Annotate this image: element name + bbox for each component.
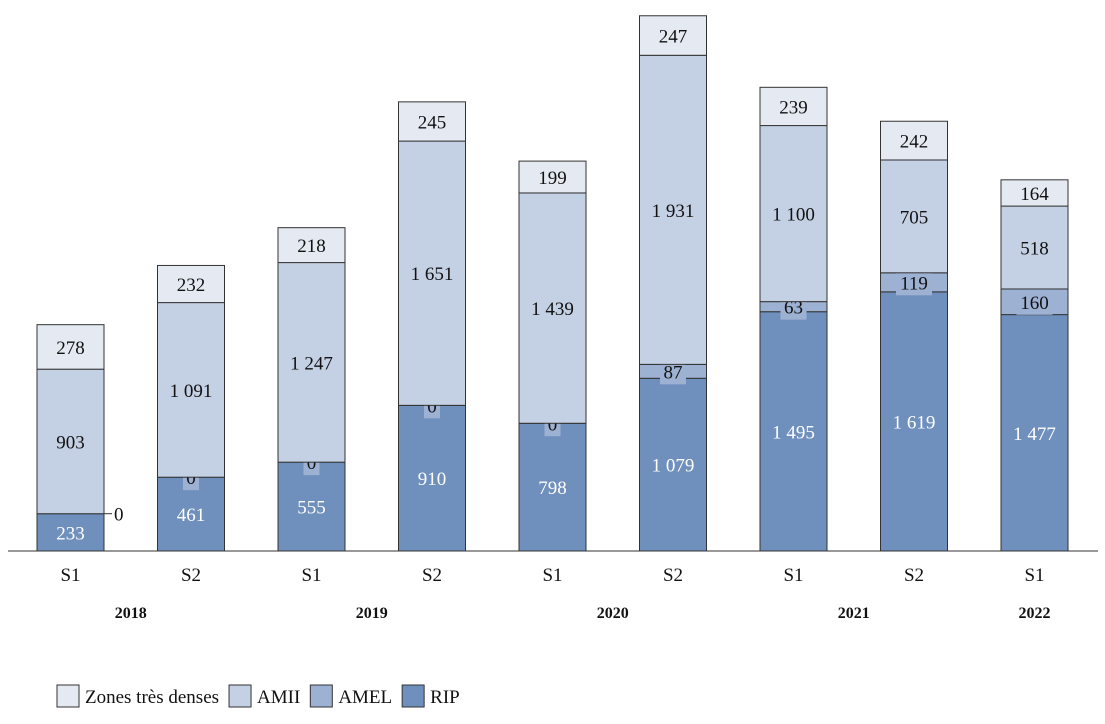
data-label-amel: 0: [548, 414, 558, 435]
data-label-rip: 233: [56, 523, 85, 544]
data-label-zones-tr-s-denses: 199: [538, 168, 567, 189]
data-label-amel: 0: [307, 453, 317, 474]
x-tick-label: S1: [542, 565, 562, 586]
legend-label-zones-tr-s-denses: Zones très denses: [85, 687, 219, 708]
bar-segment-zones-tr-s-denses: [518, 160, 587, 194]
legend-label-rip: RIP: [430, 687, 460, 708]
data-label-amii: 1 091: [170, 381, 213, 402]
data-label-amii: 1 439: [531, 299, 574, 320]
bar-segment-amii: [398, 140, 466, 406]
data-label-rip: 910: [418, 469, 447, 490]
data-label-zones-tr-s-denses: 239: [779, 97, 808, 118]
x-tick-label: S1: [783, 565, 803, 586]
legend-swatch-zones-tr-s-denses: [56, 684, 80, 708]
x-tick-label: S1: [60, 565, 80, 586]
data-label-amii: 705: [900, 207, 929, 228]
bar-segment-amii: [277, 262, 346, 463]
bar-segment-rip: [880, 291, 948, 552]
bar-segment-zones-tr-s-denses: [759, 86, 828, 127]
bar-segment-rip: [277, 461, 346, 552]
year-label: 2020: [597, 605, 629, 622]
bar-segment-zones-tr-s-denses: [1000, 179, 1069, 207]
x-tick-label: S2: [663, 565, 683, 586]
bar-segment-amii: [880, 159, 948, 274]
data-label-rip: 1 619: [893, 412, 936, 433]
data-label-zones-tr-s-denses: 218: [297, 236, 326, 257]
data-label-amel: 0: [427, 396, 437, 417]
bar-segment-zones-tr-s-denses: [880, 120, 948, 161]
legend-swatch-amel: [309, 684, 333, 708]
data-label-amii: 1 651: [411, 264, 454, 285]
data-label-amel: 87: [664, 362, 683, 383]
data-label-zones-tr-s-denses: 247: [659, 27, 688, 48]
data-label-amel: 119: [900, 273, 928, 294]
bar-segment-amii: [518, 192, 587, 424]
data-label-amii: 518: [1020, 239, 1049, 260]
x-tick-label: S1: [301, 565, 321, 586]
data-label-amii: 1 247: [290, 353, 333, 374]
amel-label-box: [896, 269, 932, 296]
bar-segment-zones-tr-s-denses: [157, 264, 225, 304]
data-label-amel: 0: [186, 468, 196, 489]
legend-swatch-amii: [228, 684, 252, 708]
bar-segment-rip: [36, 513, 105, 552]
bar-segment-zones-tr-s-denses: [36, 324, 105, 370]
year-labels: 2018 2019 2020 2021 2022: [115, 605, 1051, 622]
data-label-amii: 903: [56, 432, 85, 453]
year-label: 2022: [1019, 605, 1051, 622]
bar-segment-zones-tr-s-denses: [639, 15, 707, 56]
data-label-zones-tr-s-denses: 278: [56, 338, 85, 359]
data-label-amii: 1 100: [772, 205, 815, 226]
bar-segment-rip: [398, 404, 466, 552]
legend: Zones très denses AMII AMEL RIP: [56, 684, 460, 708]
bar-segment-zones-tr-s-denses: [398, 101, 466, 142]
data-label-zones-tr-s-denses: 232: [177, 275, 206, 296]
x-tick-label: S1: [1024, 565, 1044, 586]
bar-segment-amii: [1000, 205, 1069, 290]
bar-segment-rip: [639, 377, 707, 552]
amel-label-box: [1016, 288, 1053, 315]
year-label: 2019: [356, 605, 388, 622]
data-label-rip: 461: [177, 505, 206, 526]
data-label-rip: 1 477: [1013, 424, 1056, 445]
data-label-zones-tr-s-denses: 245: [418, 112, 447, 133]
data-label-amel: 160: [1020, 293, 1049, 314]
bar-segment-zones-tr-s-denses: [277, 227, 346, 264]
x-tick-label: S2: [422, 565, 442, 586]
x-tick-label: S2: [181, 565, 201, 586]
data-label-rip: 798: [538, 478, 567, 499]
bar-segment-amii: [639, 54, 707, 365]
year-label: 2021: [838, 605, 870, 622]
data-label-amel: 63: [784, 298, 803, 319]
bar-segment-amii: [157, 302, 225, 478]
legend-label-amii: AMII: [257, 687, 300, 708]
data-label-amii: 1 931: [652, 201, 695, 222]
bars-group: 233 0 903 278 461 0 1 091 232 555 0 1 247 218 910 0 1 …: [36, 15, 1069, 552]
data-label-rip: 555: [297, 498, 326, 519]
bar-segment-rip: [1000, 314, 1069, 552]
data-label-zones-tr-s-denses: 164: [1020, 184, 1049, 205]
bar-segment-amii: [759, 125, 828, 303]
year-label: 2018: [115, 605, 147, 622]
data-label-rip: 1 495: [772, 422, 815, 443]
bar-segment-rip: [759, 311, 828, 552]
x-tick-labels: S1 S2 S1 S2 S1 S2 S1 S2 S1: [60, 565, 1044, 586]
x-tick-label: S2: [904, 565, 924, 586]
legend-label-amel: AMEL: [338, 687, 392, 708]
bar-segment-amii: [36, 368, 105, 515]
legend-swatch-rip: [401, 684, 425, 708]
data-label-amel: 0: [114, 505, 124, 526]
bar-segment-rip: [518, 422, 587, 552]
data-label-rip: 1 079: [652, 456, 695, 477]
data-label-zones-tr-s-denses: 242: [900, 132, 929, 153]
